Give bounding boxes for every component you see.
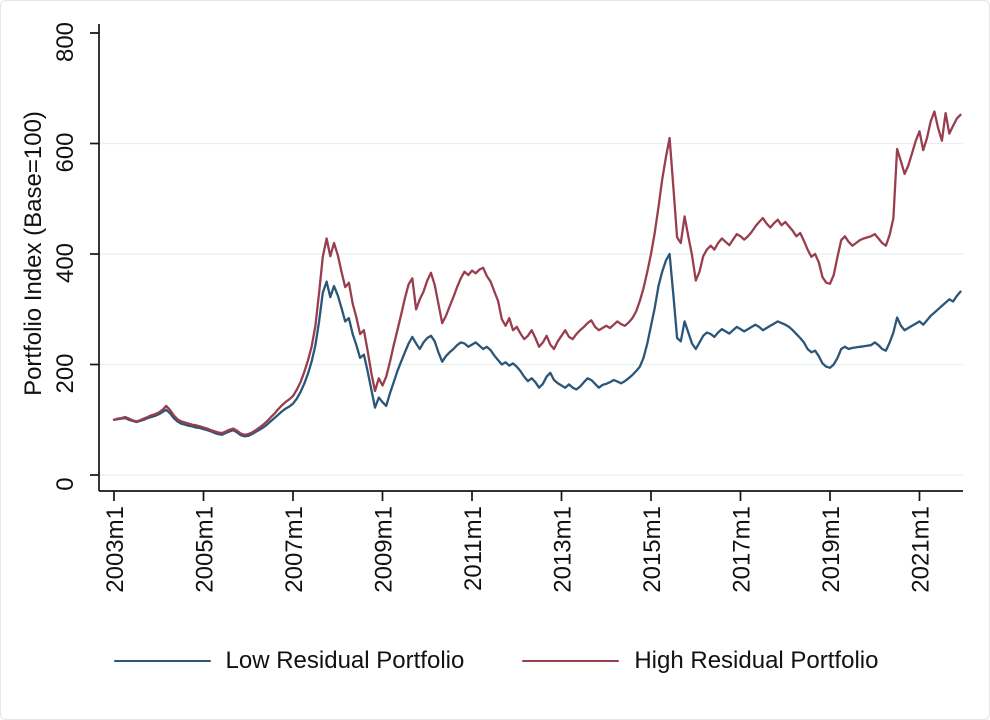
x-tick-label-2013m1: 2013m1 xyxy=(550,506,577,593)
x-tick-label-2019m1: 2019m1 xyxy=(818,506,845,593)
legend: Low Residual Portfolio High Residual Por… xyxy=(1,635,989,687)
legend-label-low-residual: Low Residual Portfolio xyxy=(225,647,465,674)
y-tick-label-800: 800 xyxy=(52,22,79,62)
y-tick-label-200: 200 xyxy=(52,353,79,393)
x-tick-label-2021m1: 2021m1 xyxy=(908,506,935,593)
x-tick-label-2015m1: 2015m1 xyxy=(639,506,666,593)
x-tick-label-2005m1: 2005m1 xyxy=(192,506,219,593)
y-axis-title: Portfolio Index (Base=100) xyxy=(20,111,47,396)
series-line-1 xyxy=(112,110,962,436)
legend-line-high-residual-icon xyxy=(522,659,620,663)
legend-label-high-residual: High Residual Portfolio xyxy=(634,647,879,674)
legend-line-low-residual-icon xyxy=(113,659,211,663)
x-tick-label-2007m1: 2007m1 xyxy=(281,506,308,593)
x-tick-label-2017m1: 2017m1 xyxy=(729,506,756,593)
x-tick-label-2003m1: 2003m1 xyxy=(102,506,129,593)
x-tick-label-2011m1: 2011m1 xyxy=(460,506,487,591)
x-tick-label-2009m1: 2009m1 xyxy=(371,506,398,593)
y-tick-label-400: 400 xyxy=(52,243,79,283)
legend-item-high-residual: High Residual Portfolio xyxy=(522,647,878,675)
y-tick-label-0: 0 xyxy=(52,477,79,490)
y-tick-label-600: 600 xyxy=(52,132,79,172)
legend-item-low-residual: Low Residual Portfolio xyxy=(113,647,465,675)
series-line-0 xyxy=(112,252,962,438)
